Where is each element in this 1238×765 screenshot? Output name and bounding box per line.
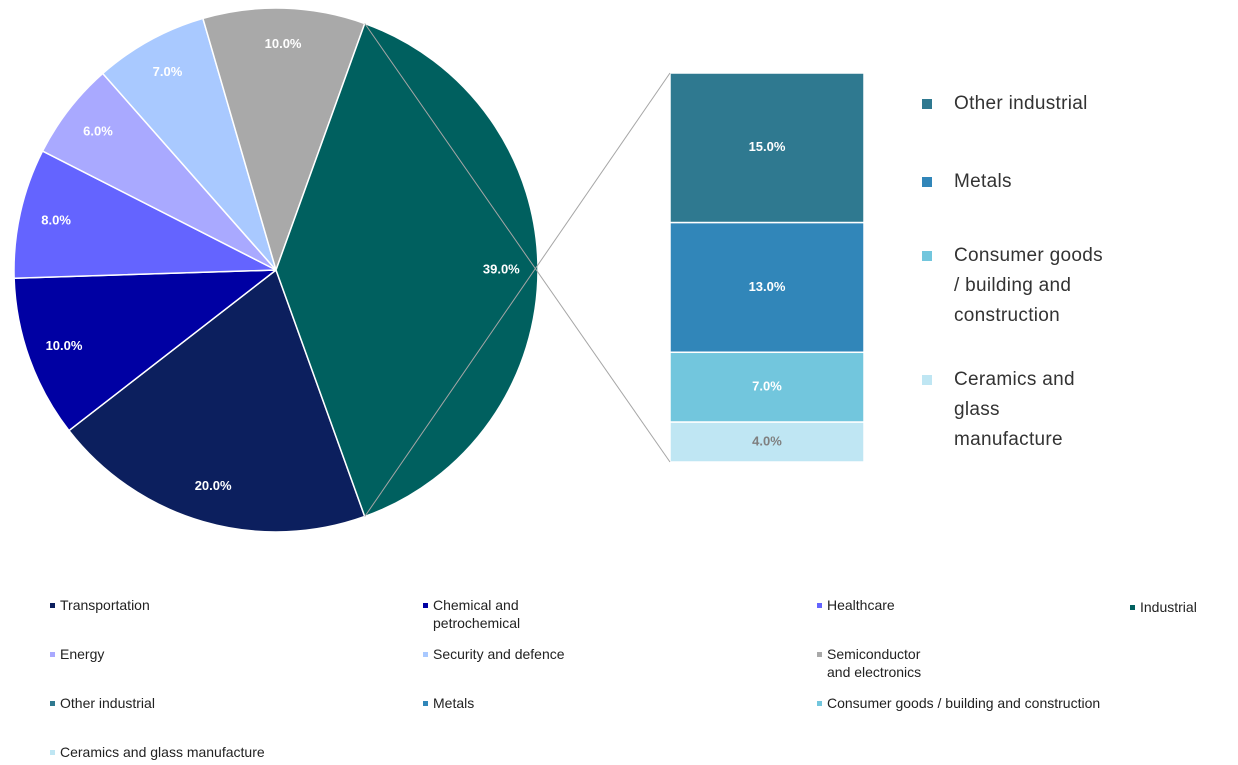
- legend-label: Chemical and petrochemical: [433, 597, 521, 631]
- segment-label: 7.0%: [752, 379, 782, 394]
- legend-label: Other industrial: [60, 695, 155, 711]
- bar-segment: [669, 221, 865, 354]
- legend-swatch: [50, 701, 55, 706]
- legend-item: Metals: [423, 694, 474, 712]
- legend-swatch: [922, 251, 932, 261]
- legend-label: Consumer goods / building and constructi…: [827, 695, 1101, 711]
- legend-swatch: [817, 701, 822, 706]
- legend-swatch: [423, 603, 428, 608]
- slice-label: 6.0%: [83, 123, 113, 138]
- legend-item: Healthcare: [817, 596, 895, 614]
- legend-item: Consumer goods / building and constructi…: [817, 694, 1100, 712]
- side-legend-item: Metals: [922, 167, 1104, 197]
- legend-swatch: [817, 652, 822, 657]
- connector: [364, 23, 671, 463]
- pie-slice: [67, 268, 366, 533]
- legend-swatch: [50, 603, 55, 608]
- legend-swatch: [922, 177, 932, 187]
- pie-slice: [13, 150, 277, 280]
- pie-slice: [275, 22, 539, 518]
- legend-label: Security and defence: [433, 646, 565, 662]
- legend-swatch: [922, 375, 932, 385]
- legend-swatch: [922, 99, 932, 109]
- connector: [364, 72, 671, 517]
- legend-swatch: [1130, 605, 1135, 610]
- legend-item: Industrial: [1130, 598, 1197, 616]
- legend-label: Semiconductor and electronics: [827, 646, 922, 680]
- pie-slice: [201, 7, 366, 273]
- slice-label: 10.0%: [46, 338, 83, 353]
- bar-segment: [669, 72, 865, 224]
- legend-label: Other industrial: [954, 93, 1088, 114]
- side-legend-item: Consumer goods / building and constructi…: [922, 241, 1104, 331]
- legend-swatch: [50, 652, 55, 657]
- legend-item: Transportation: [50, 596, 150, 614]
- slice-label: 39.0%: [483, 261, 520, 276]
- slice-label: 7.0%: [153, 64, 183, 79]
- bar-segment: [669, 421, 865, 463]
- legend-swatch: [817, 603, 822, 608]
- slice-label: 10.0%: [265, 36, 302, 51]
- legend-swatch: [423, 652, 428, 657]
- legend-label: Ceramics and glass manufacture: [954, 369, 1075, 450]
- legend-label: Metals: [433, 695, 475, 711]
- legend-label: Consumer goods / building and constructi…: [954, 245, 1103, 326]
- legend-swatch: [50, 750, 55, 755]
- legend-label: Ceramics and glass manufacture: [60, 744, 265, 760]
- bar-segment: [669, 351, 865, 423]
- slice-label: 8.0%: [41, 212, 71, 227]
- legend-item: Other industrial: [50, 694, 155, 712]
- legend-label: Metals: [954, 171, 1012, 192]
- legend-label: Transportation: [60, 597, 150, 613]
- segment-label: 13.0%: [749, 279, 786, 294]
- legend-label: Energy: [60, 646, 105, 662]
- pie-slice: [101, 17, 277, 271]
- legend-item: Security and defence: [423, 645, 565, 663]
- legend-item: Semiconductor and electronics: [817, 645, 947, 681]
- legend-label: Healthcare: [827, 597, 895, 613]
- side-legend-item: Ceramics and glass manufacture: [922, 365, 1104, 455]
- legend-swatch: [423, 701, 428, 706]
- legend-item: Ceramics and glass manufacture: [50, 743, 265, 761]
- side-legend-item: Other industrial: [922, 89, 1104, 119]
- legend-item: Chemical and petrochemical: [423, 596, 553, 632]
- legend-label: Industrial: [1140, 599, 1197, 615]
- segment-label: 4.0%: [752, 433, 782, 448]
- slice-label: 20.0%: [195, 478, 232, 493]
- segment-label: 15.0%: [749, 139, 786, 154]
- legend-item: Energy: [50, 645, 104, 663]
- pie-slice: [13, 269, 279, 432]
